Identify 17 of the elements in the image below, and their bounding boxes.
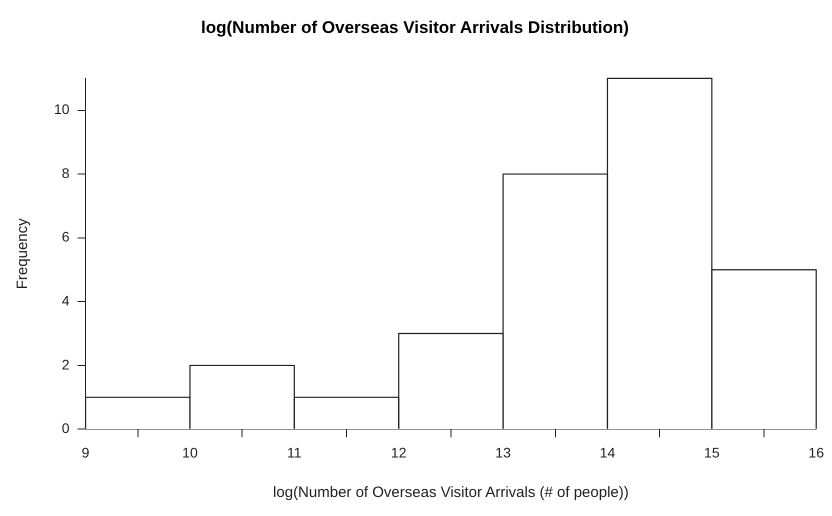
y-tick-label: 6 (62, 228, 70, 245)
x-tick-label: 14 (600, 444, 616, 460)
x-tick-label: 15 (704, 444, 720, 460)
x-tick-label: 11 (287, 444, 302, 460)
x-tick-label: 12 (390, 444, 407, 460)
y-axis-title: Frequency (14, 218, 32, 290)
y-tick-label: 10 (54, 101, 70, 118)
chart-title: log(Number of Overseas Visitor Arrivals Distribution) (201, 18, 629, 37)
y-tick-label: 4 (62, 292, 70, 308)
x-tick-label: 10 (182, 444, 198, 460)
x-tick-label: 9 (82, 444, 90, 460)
y-tick-label: 2 (62, 356, 70, 372)
x-axis-title: log(Number of Overseas Visitor Arrivals (# of people)) (273, 484, 629, 502)
y-tick-label: 0 (62, 420, 70, 436)
x-tick-label: 16 (808, 444, 824, 460)
y-tick-label: 8 (62, 164, 70, 181)
x-tick-label: 13 (495, 444, 512, 460)
